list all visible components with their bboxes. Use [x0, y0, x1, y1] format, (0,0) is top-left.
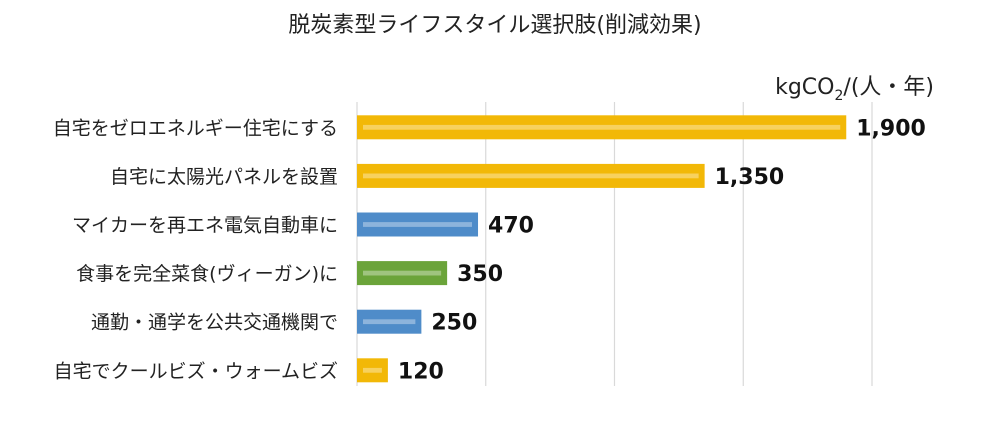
value-label-0: 1,900: [856, 116, 926, 141]
unit-label: kgCO2/(人・年): [775, 75, 934, 104]
gridlines: [356, 102, 873, 386]
value-label-4: 250: [431, 311, 477, 336]
unit-suffix: /(人・年): [843, 75, 934, 100]
unit-subscript: 2: [834, 88, 843, 104]
bar-highlight-2: [363, 222, 473, 227]
value-label-3: 350: [457, 262, 503, 287]
category-label-1: 自宅に太陽光パネルを設置: [110, 166, 338, 188]
category-labels: 自宅をゼロエネルギー住宅にする自宅に太陽光パネルを設置マイカーを再エネ電気自動車…: [53, 117, 338, 382]
bar-highlight-3: [363, 270, 442, 276]
category-label-0: 自宅をゼロエネルギー住宅にする: [53, 117, 338, 139]
bar-highlight-5: [363, 367, 382, 373]
category-label-5: 自宅でクールビズ・ウォームビズ: [54, 360, 338, 382]
value-label-2: 470: [488, 214, 534, 239]
value-label-1: 1,350: [715, 165, 785, 190]
category-label-2: マイカーを再エネ電気自動車に: [72, 215, 338, 237]
value-label-5: 120: [398, 359, 444, 384]
bar-highlight-0: [363, 124, 841, 130]
category-label-4: 通勤・通学を公共交通機関で: [91, 312, 338, 334]
unit-prefix: kgCO: [775, 75, 834, 100]
bar-highlight-1: [363, 173, 699, 179]
chart-title: 脱炭素型ライフスタイル選択肢(削減効果): [288, 13, 701, 38]
category-label-3: 食事を完全菜食(ヴィーガン)に: [76, 263, 338, 285]
value-labels: 1,900 1,350 470 350 250 120: [398, 116, 926, 384]
bars: [357, 115, 847, 383]
bar-highlight-4: [363, 319, 416, 325]
